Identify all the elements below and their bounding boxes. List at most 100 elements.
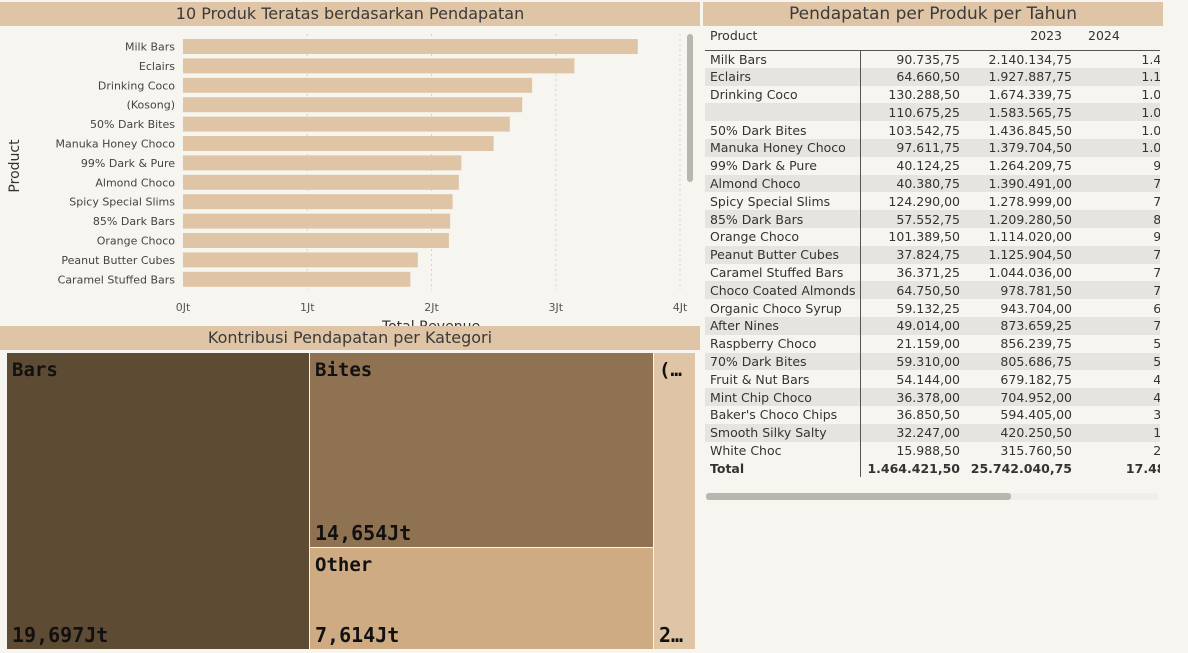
product-cell: 99% Dark & Pure [705, 156, 861, 175]
product-cell: Mint Chip Choco [705, 388, 861, 406]
table-row[interactable]: Peanut Butter Cubes 37.824,75 1.125.904,50… [705, 245, 1160, 264]
product-cell: Smooth Silky Salty [705, 423, 861, 442]
category-label: Almond Choco [95, 176, 175, 189]
table-row[interactable]: Manuka Honey Choco 97.611,75 1.379.704,50 1… [705, 138, 1160, 157]
value-cell: 890.955 [1072, 210, 1160, 228]
table-row[interactable]: 110.675,251.583.565,751.032.635 [705, 103, 1160, 122]
value-cell: 767.639 [1072, 281, 1160, 300]
bar[interactable] [183, 174, 459, 190]
table-row[interactable]: 99% Dark & Pure 40.124,25 1.264.209,75 939.… [705, 156, 1160, 175]
value-cell: 1.674.339,75 [988, 86, 1073, 102]
bar[interactable] [183, 155, 462, 171]
table-row[interactable]: 85% Dark Bars57.552,751.209.280,50890.95… [705, 210, 1160, 228]
treemap-tile[interactable]: Other 7,614Jt [310, 548, 653, 649]
value-cell: 768.035 [1153, 193, 1160, 209]
bar[interactable] [183, 213, 451, 229]
bar-chart-scrollbar[interactable] [687, 34, 693, 182]
value-cell: 1.583.565,75 [960, 103, 1072, 122]
x-tick-label: 4Jt [673, 301, 688, 314]
value-cell: 15.988,50 [896, 442, 960, 458]
tile-value-label: 19,697Jt [12, 623, 109, 647]
table-horizontal-scrollbar[interactable] [706, 493, 1158, 500]
total-row[interactable]: Total 1.464.421,50 25.742.040,75 17.485.926 [705, 459, 1160, 478]
value-cell: 25.742.040,75 [970, 460, 1072, 476]
treemap-tile[interactable]: (… 2… [654, 353, 695, 649]
category-label: Spicy Special Slims [69, 196, 175, 209]
table-row[interactable]: Organic Choco Syrup 59.132,25 943.704,00 69… [705, 299, 1160, 317]
category-label: Milk Bars [125, 41, 175, 54]
value-cell: 415.730 [1072, 388, 1160, 406]
bar[interactable] [183, 136, 494, 151]
table-row[interactable]: Raspberry Choco 21.159,00 856.239,75 529.33… [705, 334, 1160, 353]
table-row[interactable]: Fruit & Nut Bars 54.144,00 679.182,75 494.3… [705, 370, 1160, 389]
value-cell: 704.952,00 [960, 388, 1072, 406]
x-tick-label: 1Jt [300, 301, 315, 314]
column-header[interactable]: 2023 [1030, 28, 1062, 43]
value-cell: 49.014,00 [860, 316, 960, 335]
value-cell: 1.090.368 [1141, 122, 1160, 138]
product-cell: Milk Bars [705, 49, 861, 68]
bar[interactable] [183, 39, 638, 54]
table-row[interactable]: 50% Dark Bites 103.542,75 1.436.845,50 1.09… [705, 121, 1160, 139]
value-cell: 873.659,25 [960, 316, 1072, 335]
value-cell: 2.140.134,75 [960, 49, 1072, 68]
value-cell: 695.221 [1153, 300, 1160, 316]
table-row[interactable]: Mint Chip Choco36.378,00704.952,00415.73… [705, 388, 1160, 406]
bar[interactable] [183, 58, 575, 74]
column-header[interactable]: Product [710, 28, 758, 43]
column-header[interactable] [860, 26, 960, 50]
value-cell: 21.159,00 [896, 336, 960, 352]
table-header-row: Product 2023 2024 [705, 26, 1160, 50]
category-label: Peanut Butter Cubes [61, 254, 175, 267]
value-cell: 37.824,75 [860, 245, 960, 264]
tile-category-label: Other [315, 554, 373, 576]
bar[interactable] [183, 233, 449, 248]
category-label: Caramel Stuffed Bars [58, 273, 176, 286]
bar[interactable] [183, 194, 453, 210]
table-row[interactable]: Orange Choco 101.389,50 1.114.020,00 920.90… [705, 227, 1160, 246]
value-cell: 805.686,75 [960, 352, 1072, 371]
product-cell: Fruit & Nut Bars [705, 370, 861, 389]
table-row[interactable]: White Choc 15.988,50 315.760,50 280.080 [705, 441, 1160, 460]
value-cell: 130.288,50 [888, 86, 960, 102]
bar[interactable] [183, 77, 533, 93]
product-cell: Organic Choco Syrup [705, 299, 861, 317]
table-row[interactable]: Drinking Coco 130.288,50 1.674.339,75 1.003… [705, 85, 1160, 104]
product-cell: 85% Dark Bars [705, 210, 861, 228]
treemap-tile[interactable]: Bars 19,697Jt [7, 353, 309, 649]
bar[interactable] [183, 271, 411, 287]
bar[interactable] [183, 252, 418, 268]
table-row[interactable]: Spicy Special Slims 124.290,00 1.278.999,0… [705, 192, 1160, 211]
product-cell: Orange Choco [705, 227, 861, 246]
category-label: (Kosong) [127, 99, 175, 112]
table-row[interactable]: Caramel Stuffed Bars 36.371,25 1.044.036,0… [705, 263, 1160, 282]
value-cell: 1.209.280,50 [960, 210, 1072, 228]
table-row[interactable]: Smooth Silky Salty32.247,00420.250,50187… [705, 423, 1160, 442]
scrollbar-thumb[interactable] [706, 493, 1011, 500]
value-cell: 1.379.704,50 [960, 138, 1072, 157]
table-row[interactable]: Baker's Choco Chips 36.850,50 594.405,00 38… [705, 405, 1160, 424]
column-header[interactable]: 2024 [1088, 28, 1120, 43]
value-cell: 101.389,50 [888, 229, 960, 245]
table-row[interactable]: Choco Coated Almonds 64.750,50 978.781,50 7… [705, 281, 1160, 300]
treemap-tile[interactable]: Bites 14,654Jt [310, 353, 653, 547]
value-cell: 1.436.845,50 [988, 122, 1073, 138]
x-tick-label: 0Jt [176, 301, 191, 314]
tile-value-label: 2… [659, 623, 684, 647]
value-cell: 36.850,50 [896, 407, 960, 423]
product-cell: Drinking Coco [705, 85, 861, 104]
value-cell: 36.378,00 [860, 388, 960, 406]
value-cell: 594.405,00 [1000, 407, 1072, 423]
bar[interactable] [183, 116, 510, 132]
product-cell: After Nines [705, 316, 861, 335]
x-tick-label: 2Jt [424, 301, 439, 314]
bar[interactable] [183, 97, 523, 113]
product-cell: Caramel Stuffed Bars [705, 263, 861, 282]
tile-category-label: Bites [315, 359, 373, 381]
tile-category-label: (… [659, 359, 682, 381]
